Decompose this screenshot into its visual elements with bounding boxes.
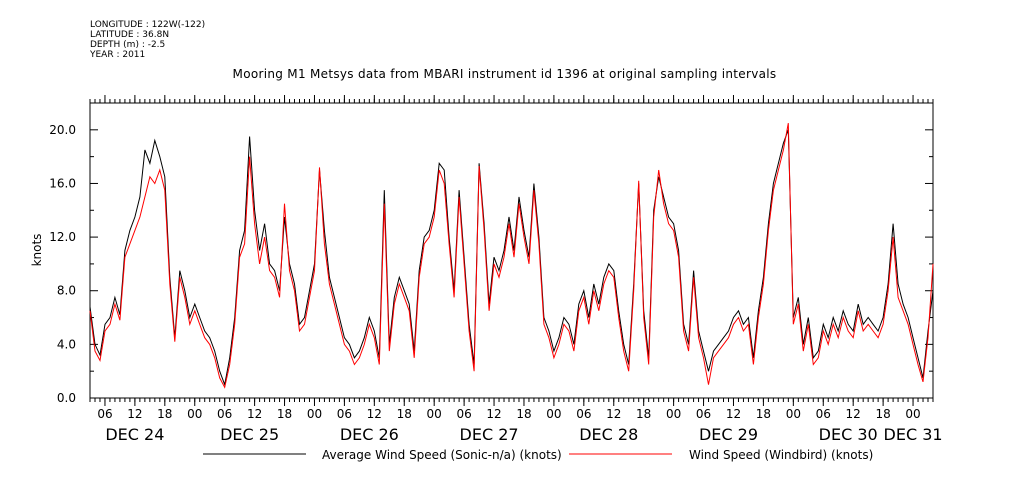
y-axis-label: knots — [30, 234, 44, 267]
x-tick-label: 00 — [307, 407, 322, 421]
y-tick-label: 16.0 — [49, 176, 76, 190]
x-tick-label: 18 — [397, 407, 412, 421]
x-tick-label: 12 — [367, 407, 382, 421]
x-tick-label: 00 — [427, 407, 442, 421]
date-label: DEC 30 — [819, 425, 878, 444]
x-tick-label: 00 — [666, 407, 681, 421]
legend-label-windbird: Wind Speed (Windbird) (knots) — [689, 448, 873, 462]
x-tick-label: 18 — [756, 407, 771, 421]
x-tick-label: 06 — [576, 407, 591, 421]
x-tick-label: 06 — [816, 407, 831, 421]
date-label: DEC 25 — [220, 425, 279, 444]
latitude-label: LATITUDE : 36.8N — [90, 30, 170, 40]
x-tick-label: 00 — [905, 407, 920, 421]
y-tick-label: 0.0 — [57, 391, 76, 405]
legend: Average Wind Speed (Sonic-n/a) (knots) W… — [203, 448, 873, 462]
plot-frame — [89, 102, 934, 399]
x-tick-label: 12 — [846, 407, 861, 421]
date-label: DEC 29 — [699, 425, 758, 444]
x-tick-label: 12 — [726, 407, 741, 421]
date-label: DEC 26 — [340, 425, 399, 444]
legend-label-average: Average Wind Speed (Sonic-n/a) (knots) — [322, 448, 562, 462]
x-tick-label: 18 — [516, 407, 531, 421]
x-tick-label: 00 — [546, 407, 561, 421]
y-tick-label: 12.0 — [49, 230, 76, 244]
x-tick-label: 00 — [187, 407, 202, 421]
y-tick-label: 8.0 — [57, 284, 76, 298]
x-tick-label: 00 — [786, 407, 801, 421]
x-tick-label: 06 — [217, 407, 232, 421]
x-tick-label: 06 — [456, 407, 471, 421]
x-tick-label: 06 — [337, 407, 352, 421]
y-tick-label: 20.0 — [49, 123, 76, 137]
x-tick-label: 06 — [696, 407, 711, 421]
series-group — [89, 123, 934, 389]
date-label: DEC 24 — [105, 425, 164, 444]
metadata-block: LONGITUDE : 122W(-122) LATITUDE : 36.8N … — [90, 20, 205, 60]
date-label: DEC 31 — [884, 425, 943, 444]
date-label: DEC 27 — [460, 425, 519, 444]
longitude-label: LONGITUDE : 122W(-122) — [90, 20, 206, 30]
x-tick-label: 12 — [127, 407, 142, 421]
year-label: YEAR : 2011 — [90, 50, 146, 60]
x-tick-label: 12 — [486, 407, 501, 421]
x-tick-label: 12 — [247, 407, 262, 421]
series-windbird-wind-speed — [89, 123, 934, 389]
x-tick-label: 18 — [875, 407, 890, 421]
x-tick-label: 06 — [97, 407, 112, 421]
depth-label: DEPTH (m) : -2.5 — [90, 40, 166, 50]
series-average-wind-speed — [89, 129, 934, 387]
date-label: DEC 28 — [579, 425, 638, 444]
x-tick-label: 18 — [277, 407, 292, 421]
chart-title: Mooring M1 Metsys data from MBARI instru… — [232, 67, 777, 81]
x-tick-label: 18 — [157, 407, 172, 421]
axis-ticks: 06 12 18 00 06 12 18 00 06 12 18 00 06 12 18 00 06 12 18 00… — [49, 95, 943, 444]
x-tick-label: 18 — [636, 407, 651, 421]
x-tick-label: 12 — [606, 407, 621, 421]
y-tick-label: 4.0 — [57, 337, 76, 351]
